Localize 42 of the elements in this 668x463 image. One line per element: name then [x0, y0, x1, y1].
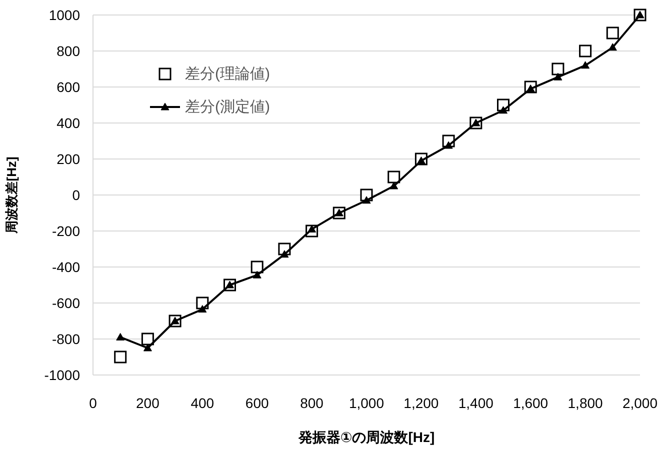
point — [608, 43, 617, 51]
y-tick-label: 200 — [56, 151, 80, 167]
point — [250, 260, 264, 274]
x-tick-label: 0 — [89, 395, 98, 411]
x-tick-label: 1,000 — [348, 395, 384, 411]
point — [116, 332, 125, 340]
point — [198, 305, 207, 313]
point — [552, 62, 564, 76]
y-tick-label: 600 — [56, 79, 80, 95]
point — [581, 61, 590, 69]
point — [499, 106, 508, 114]
y-tick-label: -200 — [52, 223, 80, 239]
x-tick-label: 1,400 — [458, 395, 494, 411]
legend-label: 差分(理論値) — [185, 66, 270, 82]
y-tick-label: 0 — [72, 187, 80, 203]
x-tick-label: 400 — [190, 395, 214, 411]
x-tick-label: 1,200 — [404, 395, 439, 411]
x-axis-title: 発振器①の周波数[Hz] — [297, 429, 435, 445]
point — [554, 72, 562, 80]
x-tick-label: 200 — [136, 395, 160, 411]
y-axis-title: 周波数差[Hz] — [4, 156, 19, 234]
point — [388, 170, 400, 184]
point — [606, 26, 619, 40]
y-tick-label: 400 — [56, 115, 80, 131]
point — [280, 250, 289, 258]
y-tick-label: 800 — [56, 43, 80, 59]
x-tick-label: 800 — [300, 395, 324, 411]
y-tick-label: -400 — [52, 259, 80, 275]
x-tick-label: 2,000 — [622, 395, 658, 411]
y-tick-label: -800 — [52, 331, 80, 347]
point — [114, 350, 127, 364]
point — [252, 270, 262, 278]
x-tick-label: 1,600 — [513, 395, 548, 411]
point — [362, 196, 371, 204]
x-tick-label: 600 — [245, 395, 269, 411]
x-tick-label: 1,800 — [568, 395, 604, 411]
y-tick-label: -1000 — [44, 367, 80, 383]
legend-label: 差分(測定値) — [185, 98, 270, 116]
y-tick-label: -600 — [52, 295, 80, 311]
y-tick-label: 1000 — [48, 7, 80, 23]
point — [579, 44, 592, 58]
point — [141, 332, 154, 346]
